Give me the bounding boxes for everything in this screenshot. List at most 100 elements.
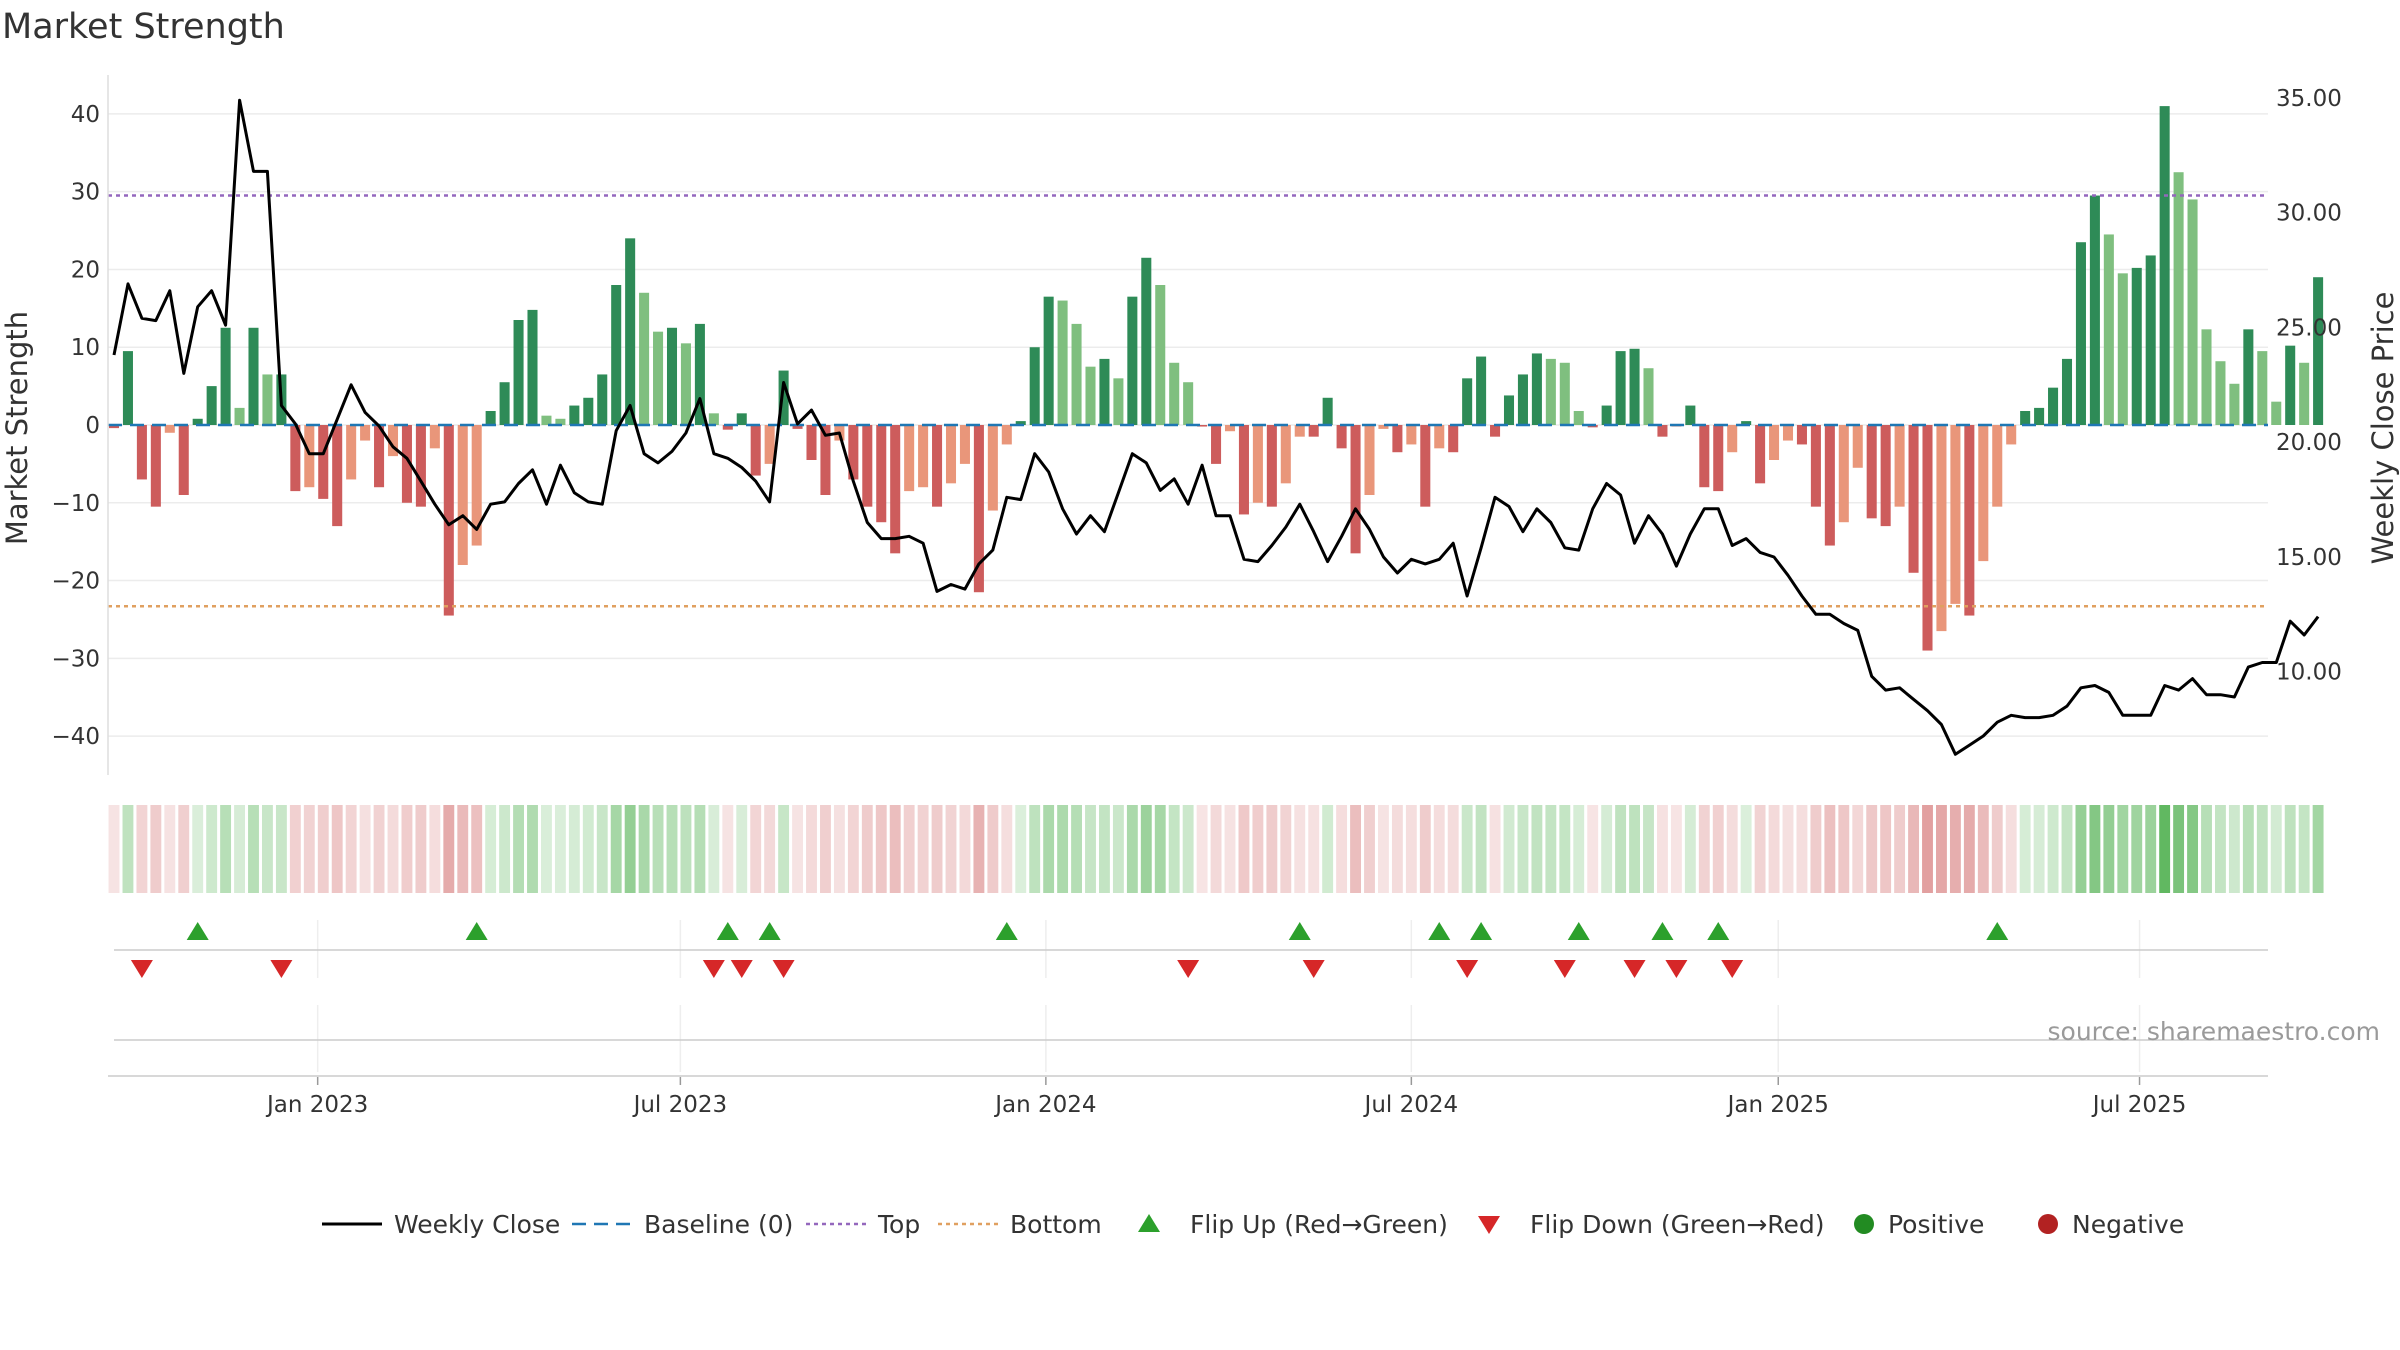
strength-bar [583, 397, 594, 425]
y-tick-right-label: 30.00 [2276, 201, 2342, 227]
strength-bar [1992, 425, 2003, 507]
heat-cell [1963, 805, 1975, 893]
heat-cell [917, 805, 929, 893]
strength-bar [848, 425, 859, 480]
heat-cell [2228, 805, 2240, 893]
heat-cell [1503, 805, 1515, 893]
strength-bar [2229, 383, 2240, 425]
strength-bar [1573, 411, 1584, 425]
heat-cell [457, 805, 469, 893]
heat-cell [1489, 805, 1501, 893]
heat-cell [108, 805, 120, 893]
strength-bar [374, 425, 385, 488]
strength-bar [1699, 425, 1710, 488]
strength-bar [2075, 242, 2086, 425]
strength-bar [304, 425, 315, 488]
heat-cell [1350, 805, 1361, 893]
strength-bar [192, 418, 203, 425]
y-tick-left-label: −40 [51, 724, 100, 750]
heat-cell [1154, 805, 1166, 893]
strength-bar [1155, 285, 1166, 425]
x-tick-label: Jul 2025 [2091, 1092, 2187, 1118]
strength-bar [2299, 362, 2310, 425]
heat-cell [2047, 805, 2059, 893]
strength-bar [2103, 234, 2114, 425]
heat-cell [1587, 805, 1599, 893]
heat-cell [2284, 805, 2296, 893]
strength-bar [1824, 425, 1835, 546]
strength-bar [1113, 378, 1124, 425]
heat-cell [1461, 805, 1473, 893]
source-label: source: sharemaestro.com [2048, 1017, 2381, 1046]
strength-bar [1476, 356, 1487, 425]
strength-bar [1378, 425, 1389, 429]
strength-bar [1643, 368, 1654, 425]
heat-cell [1545, 805, 1557, 893]
strength-bar [290, 425, 301, 492]
strength-bar [1350, 425, 1361, 554]
heat-cell [1601, 805, 1613, 893]
strength-bar [1978, 425, 1989, 562]
legend: Weekly Close Baseline (0) Top Bottom Flip Up… [322, 1210, 2184, 1239]
strength-bar [750, 425, 761, 476]
heat-cell [513, 805, 524, 893]
heat-cell [638, 805, 650, 893]
strength-bar [1420, 425, 1431, 507]
heat-cell [1880, 805, 1892, 893]
strength-bar [1964, 425, 1975, 616]
heat-cell [1447, 805, 1459, 893]
strength-bar [653, 331, 664, 425]
strength-bar [346, 425, 357, 480]
heat-cell [122, 805, 134, 893]
strength-bar [597, 374, 608, 425]
heat-cell [164, 805, 176, 893]
heat-cell [1754, 805, 1766, 893]
heat-cell [220, 805, 232, 893]
strength-bar [1908, 425, 1919, 573]
heat-cell [248, 805, 259, 893]
heat-cell [2103, 805, 2115, 893]
strength-bar [904, 425, 915, 492]
heat-cell [373, 805, 385, 893]
strength-bar [178, 425, 189, 495]
strength-bar [1015, 421, 1026, 425]
heat-cell [1908, 805, 1919, 893]
legend-label-positive: Positive [1888, 1210, 1984, 1239]
strength-bar [150, 425, 161, 507]
heat-cell [541, 805, 552, 893]
heat-cell [2061, 805, 2073, 893]
strength-bar [2048, 387, 2059, 425]
strength-bar [499, 382, 510, 425]
strength-bar [513, 320, 524, 425]
strength-bar [1545, 358, 1556, 425]
strength-bar [1183, 382, 1194, 425]
strength-bar [1392, 425, 1403, 453]
heat-cell [1057, 805, 1069, 893]
flip-down-marker [130, 960, 153, 978]
strength-bar [1922, 425, 1933, 651]
heat-cell [833, 805, 845, 893]
strength-bar [1838, 425, 1849, 523]
strength-bar [2020, 411, 2031, 425]
flip-up-marker [1707, 922, 1730, 940]
strength-bar [1629, 348, 1640, 425]
heat-cell [1112, 805, 1124, 893]
heat-cell [387, 805, 399, 893]
strength-bar [1336, 425, 1347, 449]
legend-swatch-flip-up [1138, 1214, 1160, 1232]
strength-bar [234, 407, 245, 425]
heat-cell [1726, 805, 1738, 893]
heat-cell [1001, 805, 1013, 893]
legend-label-flipdown: Flip Down (Green→Red) [1530, 1210, 1825, 1239]
strength-bar [1615, 351, 1626, 425]
heat-cell [875, 805, 887, 893]
heat-cell [443, 805, 455, 893]
heat-cell [2242, 805, 2254, 893]
strength-bar [987, 425, 998, 511]
heat-cell [1433, 805, 1445, 893]
heat-cell [1615, 805, 1627, 893]
strength-bar [318, 425, 329, 499]
heat-cell [568, 805, 580, 893]
flip-up-marker [1567, 922, 1590, 940]
heat-cell [792, 805, 803, 893]
